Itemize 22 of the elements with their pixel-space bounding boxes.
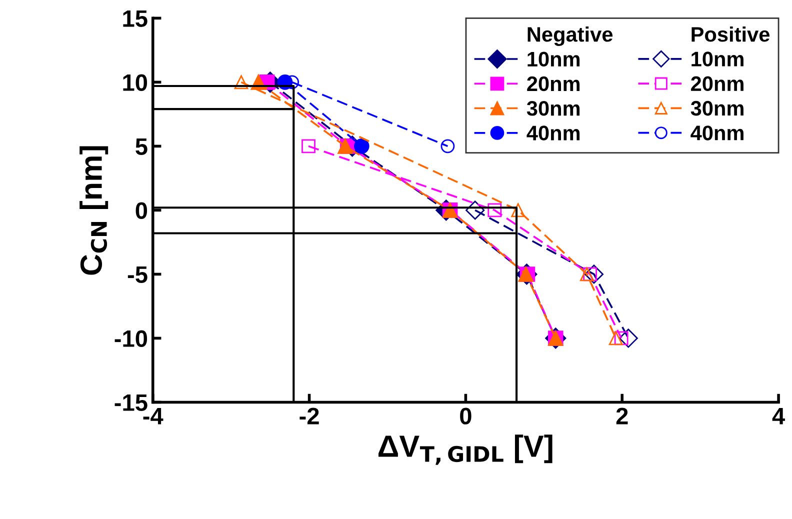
x-tick-label: 0 [460,408,472,424]
x-axis-title: ΔV$_{T,GIDL}$ [V] [378,434,552,465]
legend-label: 20nm [527,76,580,92]
x-tick-label: 4 [772,408,785,424]
legend-label: 20nm [691,76,744,92]
y-tick-label: -5 [128,266,148,283]
x-tick-label: 2 [616,408,628,424]
text: Negative [528,26,613,46]
text: Positive [692,26,770,42]
legend-label: 10nm [692,52,744,66]
y-axis-title: C$_{CN}$ [nm] [80,146,108,275]
legend-label: 10nm [528,52,580,67]
x-tick-label: -2 [300,408,319,424]
legend-label: 40nm [690,126,744,140]
y-tick-label: 15 [123,10,148,27]
y-tick-label: -10 [114,330,148,348]
y-tick-label: 10 [123,74,148,91]
y-tick-label: 0 [136,202,148,219]
legend-label: 40nm [526,126,580,140]
legend-label: 30nm [690,100,744,116]
legend-label: 30nm [526,101,580,116]
y-tick-label: 5 [136,138,148,155]
